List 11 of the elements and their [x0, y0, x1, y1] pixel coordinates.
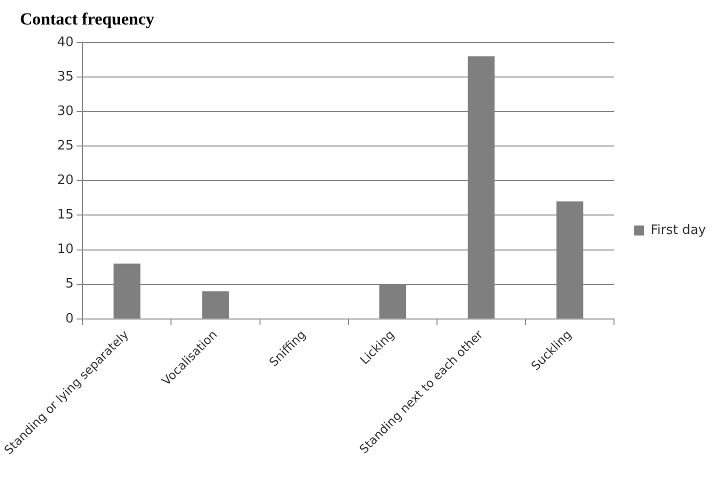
y-tick-label: 5: [65, 276, 74, 292]
legend-label: First day: [650, 222, 706, 238]
chart-title: Contact frequency: [20, 10, 155, 29]
y-tick-label: 25: [57, 138, 74, 154]
y-tick-label: 40: [57, 34, 74, 50]
y-tick-label: 35: [57, 69, 74, 84]
y-tick-label: 15: [57, 208, 74, 223]
y-tick-label: 30: [57, 104, 74, 119]
y-tick-label: 20: [57, 173, 74, 188]
y-tick-label: 0: [65, 311, 74, 326]
y-tick-label: 10: [57, 242, 74, 258]
